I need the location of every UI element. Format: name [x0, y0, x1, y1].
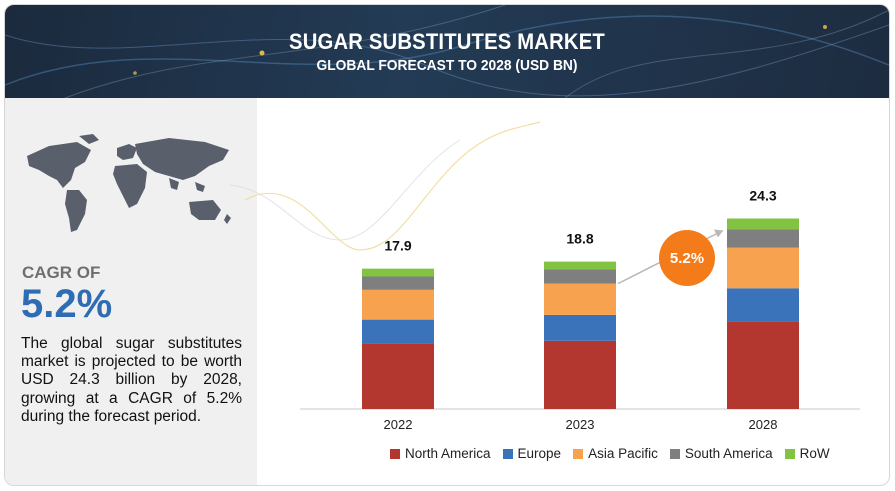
bar-segment-north-america-2023 — [544, 340, 616, 409]
chart-legend: North America Europe Asia Pacific South Ame… — [390, 446, 830, 461]
legend-label: South America — [684, 446, 773, 461]
bar-segment-asia-pacific-2022 — [362, 289, 434, 320]
bar-segment-row-2028 — [727, 218, 799, 230]
market-description: The global sugar substitutes market is p… — [21, 335, 242, 425]
legend-item-europe: Europe — [502, 446, 562, 461]
legend-swatch — [573, 448, 584, 459]
chart-subtitle: GLOBAL FORECAST TO 2028 (USD BN) — [316, 57, 578, 74]
bar-segment-row-2022 — [362, 268, 434, 277]
cagr-label: CAGR OF — [22, 263, 101, 282]
header-banner: SUGAR SUBSTITUTES MARKET GLOBAL FORECAST… — [5, 5, 889, 98]
bar-segment-europe-2022 — [362, 319, 434, 344]
legend-swatch — [784, 448, 795, 459]
bar-segment-north-america-2028 — [727, 321, 799, 409]
bar-segment-europe-2028 — [727, 288, 799, 322]
cagr-bubble-label: 5.2% — [670, 250, 704, 267]
x-tick-label-2023: 2023 — [566, 417, 595, 432]
header-background-decoration — [5, 5, 889, 98]
bar-total-label-2022: 17.9 — [384, 238, 411, 254]
bar-segment-north-america-2022 — [362, 343, 434, 409]
legend-swatch — [502, 448, 513, 459]
cagr-value: 5.2% — [21, 282, 113, 326]
legend-item-row: RoW — [784, 446, 830, 461]
legend-label: Europe — [517, 446, 562, 461]
x-tick-label-2022: 2022 — [384, 417, 413, 432]
bar-segment-south-america-2022 — [362, 276, 434, 290]
bar-total-label-2028: 24.3 — [749, 187, 776, 203]
x-tick-label-2028: 2028 — [749, 417, 778, 432]
bar-segment-asia-pacific-2028 — [727, 247, 799, 289]
chart-title: SUGAR SUBSTITUTES MARKET — [289, 29, 605, 54]
decorative-swirl — [244, 121, 541, 251]
legend-label: North America — [405, 446, 491, 461]
bar-segment-south-america-2023 — [544, 269, 616, 284]
decorative-swirl-grey — [229, 139, 461, 241]
legend-item-asia-pacific: Asia Pacific — [573, 446, 658, 461]
cagr-bubble — [659, 230, 715, 286]
bar-segment-row-2023 — [544, 261, 616, 270]
bar-segment-south-america-2028 — [727, 229, 799, 248]
legend-swatch — [669, 448, 680, 459]
bar-total-label-2023: 18.8 — [566, 231, 593, 247]
summary-panel: CAGR OF 5.2% The global sugar substitute… — [5, 98, 257, 485]
bar-segment-europe-2023 — [544, 314, 616, 341]
legend-label: Asia Pacific — [588, 446, 658, 461]
legend-item-north-america: North America — [390, 446, 491, 461]
legend-item-south-america: South America — [669, 446, 773, 461]
cagr-arrow-head — [714, 229, 723, 238]
world-map-icon — [27, 134, 231, 232]
legend-label: RoW — [799, 446, 830, 461]
legend-swatch — [390, 448, 400, 459]
bar-segment-asia-pacific-2023 — [544, 283, 616, 315]
